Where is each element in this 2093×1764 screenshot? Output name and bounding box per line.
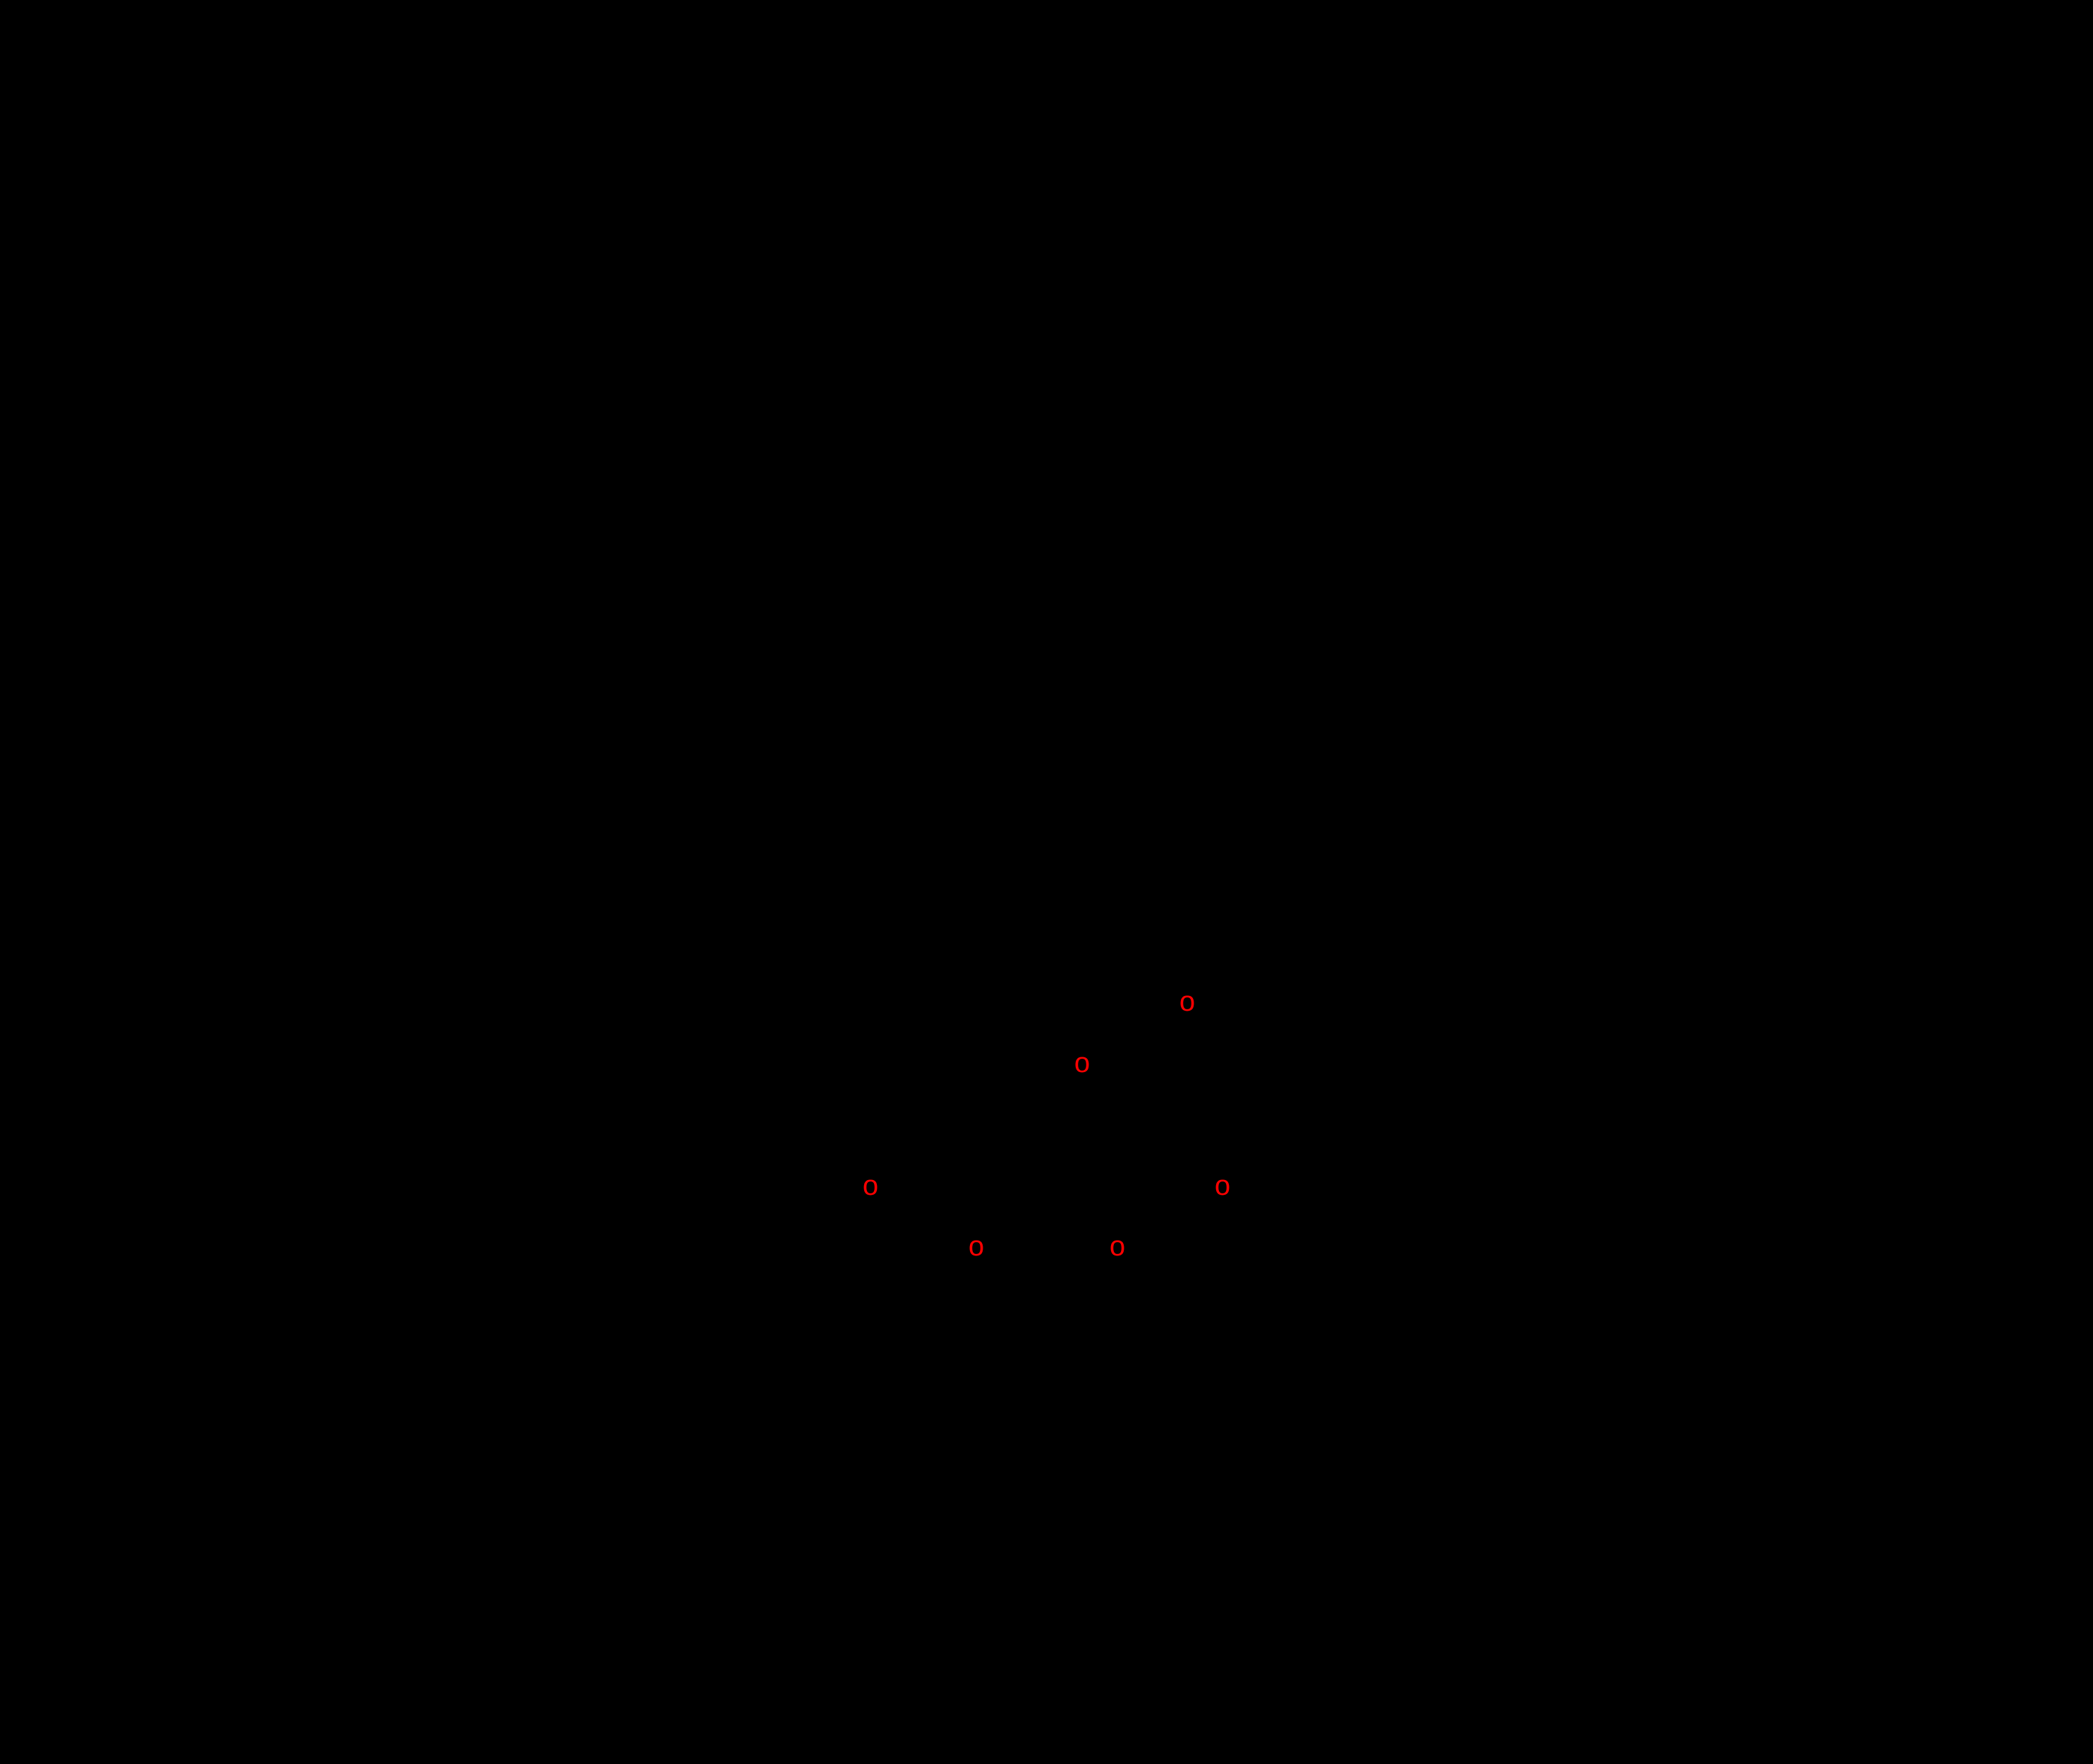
marker-point: o bbox=[969, 1232, 984, 1260]
marker-point: o bbox=[1215, 1172, 1230, 1200]
marker-point: o bbox=[863, 1172, 878, 1200]
plot-canvas: o o o o o o bbox=[0, 0, 2093, 1764]
marker-point: o bbox=[1179, 987, 1195, 1016]
marker-point: o bbox=[1074, 1049, 1090, 1077]
marker-point: o bbox=[1110, 1232, 1125, 1260]
